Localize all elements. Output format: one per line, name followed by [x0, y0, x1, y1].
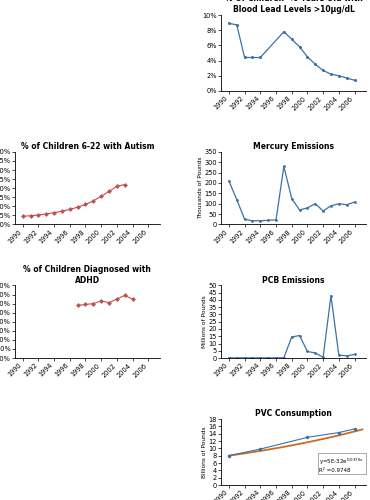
Y-axis label: Thousands of Pounds: Thousands of Pounds — [198, 157, 203, 220]
Y-axis label: Billions of Pounds: Billions of Pounds — [202, 426, 207, 478]
Title: % Of Children <6 Years Old with
Blood Lead Levels >10μg/dL: % Of Children <6 Years Old with Blood Le… — [225, 0, 363, 14]
Title: % of Children 6-22 with Autism: % of Children 6-22 with Autism — [21, 142, 154, 151]
Title: Mercury Emissions: Mercury Emissions — [253, 142, 334, 151]
Title: % of Children Diagnosed with
ADHD: % of Children Diagnosed with ADHD — [23, 264, 151, 284]
Title: PVC Consumption: PVC Consumption — [255, 409, 332, 418]
Title: PCB Emissions: PCB Emissions — [262, 276, 325, 284]
Text: y=5E-32e$^{0.0376x}$
R² =0.9748: y=5E-32e$^{0.0376x}$ R² =0.9748 — [319, 457, 364, 473]
Y-axis label: Millions of Pounds: Millions of Pounds — [202, 296, 207, 348]
